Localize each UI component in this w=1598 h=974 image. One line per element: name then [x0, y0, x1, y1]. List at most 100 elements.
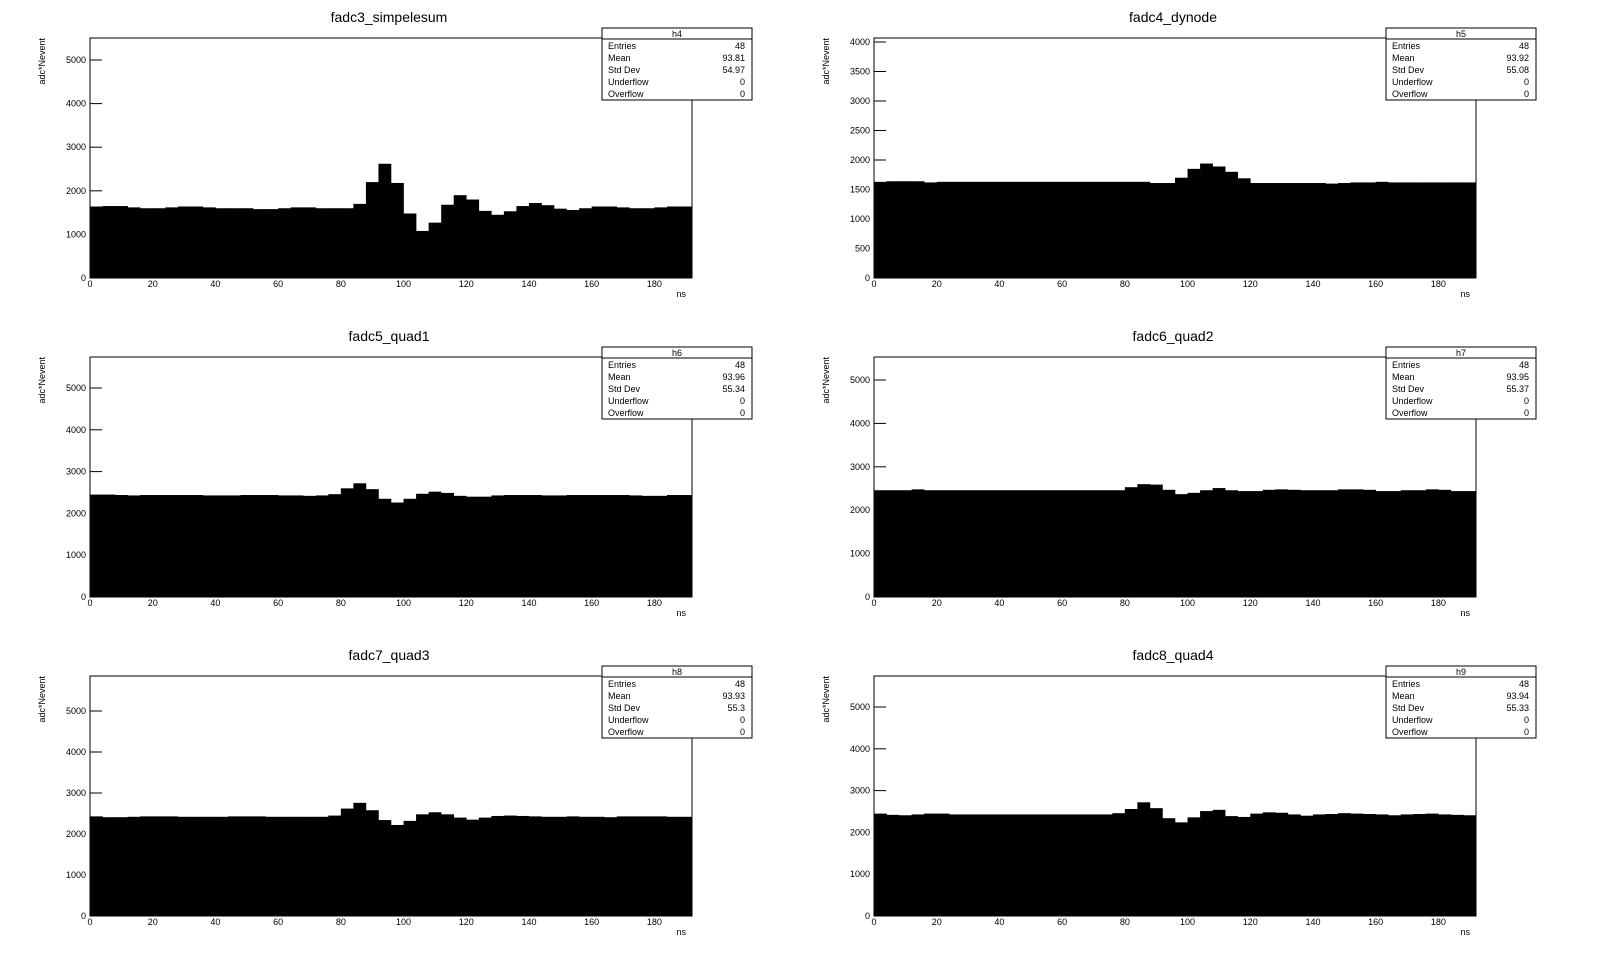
bar	[579, 495, 592, 597]
stats-value: 0	[740, 727, 745, 737]
x-tick-label: 40	[994, 598, 1004, 608]
bar	[290, 207, 304, 278]
stats-value: 55.33	[1506, 703, 1529, 713]
bar	[240, 208, 254, 278]
x-axis-label: ns	[676, 289, 686, 299]
bar	[1187, 817, 1201, 916]
bar	[328, 494, 342, 597]
bar	[1375, 181, 1389, 278]
bar	[1350, 489, 1364, 597]
stats-value: 48	[735, 41, 745, 51]
stats-key: Underflow	[1392, 715, 1433, 725]
stats-key: Std Dev	[1392, 384, 1425, 394]
bar	[1287, 814, 1301, 916]
x-tick-label: 80	[336, 917, 346, 927]
bar	[1450, 491, 1464, 597]
bar	[90, 206, 103, 278]
x-tick-label: 0	[871, 279, 876, 289]
bar	[1312, 490, 1326, 597]
x-axis-label: ns	[676, 608, 686, 618]
bar	[1225, 816, 1239, 916]
bar	[1287, 183, 1301, 278]
bar	[466, 819, 480, 916]
bar	[1237, 178, 1251, 278]
stats-value: 0	[1524, 727, 1529, 737]
bar	[1413, 490, 1427, 597]
bar	[190, 206, 204, 278]
bar	[1325, 490, 1339, 597]
bar	[1175, 822, 1188, 916]
bar	[1011, 181, 1025, 278]
y-tick-label: 2000	[66, 508, 86, 518]
bar	[1400, 490, 1414, 597]
bar	[1149, 808, 1163, 916]
bar	[541, 495, 555, 597]
y-tick-label: 4000	[850, 37, 870, 47]
stats-value: 0	[1524, 715, 1529, 725]
bar	[1275, 183, 1289, 278]
y-tick-label: 1000	[850, 549, 870, 559]
y-tick-label: 2000	[66, 829, 86, 839]
bar	[1450, 814, 1464, 916]
bar	[986, 490, 1000, 597]
bar	[503, 211, 517, 278]
stats-value: 48	[1519, 41, 1529, 51]
bar	[403, 820, 417, 916]
bar	[1463, 491, 1477, 597]
stats-key: Entries	[608, 679, 637, 689]
x-tick-label: 160	[584, 917, 599, 927]
bar	[328, 208, 342, 278]
bar	[428, 222, 442, 278]
bar	[115, 206, 128, 278]
x-tick-label: 180	[647, 917, 662, 927]
bar	[1338, 183, 1351, 278]
x-tick-label: 20	[932, 917, 942, 927]
x-tick-label: 80	[1120, 279, 1130, 289]
x-tick-label: 20	[148, 917, 158, 927]
stats-value: 0	[1524, 396, 1529, 406]
bar	[1237, 491, 1251, 597]
y-axis-label: adc*Nevent	[821, 676, 831, 723]
bar	[466, 199, 480, 278]
bar	[190, 816, 204, 916]
stats-key: Mean	[1392, 691, 1415, 701]
bar	[1149, 484, 1163, 597]
bar	[152, 495, 166, 597]
bar	[152, 208, 166, 278]
x-tick-label: 160	[584, 598, 599, 608]
bar	[391, 824, 404, 916]
bar	[1438, 489, 1452, 597]
bar	[1287, 489, 1301, 597]
bar	[1187, 492, 1201, 597]
bar	[1425, 182, 1439, 278]
stats-value: 93.81	[722, 53, 745, 63]
bar	[1074, 814, 1088, 916]
bar	[391, 182, 404, 278]
bar	[140, 208, 154, 278]
stats-key: Mean	[608, 53, 631, 63]
y-tick-label: 5000	[850, 702, 870, 712]
y-tick-label: 0	[81, 592, 86, 602]
y-tick-label: 3500	[850, 67, 870, 77]
bar	[961, 181, 975, 278]
bar	[516, 206, 530, 278]
bar	[616, 207, 630, 278]
stats-key: Entries	[1392, 679, 1421, 689]
bar	[1225, 171, 1239, 278]
x-tick-label: 20	[932, 279, 942, 289]
bar	[127, 816, 141, 916]
bar	[278, 495, 291, 597]
x-tick-label: 160	[1368, 279, 1383, 289]
stats-value: 93.95	[1506, 372, 1529, 382]
bar	[428, 812, 442, 916]
bar	[478, 496, 492, 597]
y-tick-label: 1000	[66, 870, 86, 880]
bar	[1162, 183, 1176, 278]
stats-box	[1385, 346, 1537, 420]
bar	[936, 181, 950, 278]
stats-key: Std Dev	[1392, 703, 1425, 713]
stats-key: Std Dev	[608, 384, 641, 394]
bar	[328, 815, 342, 916]
bar	[165, 816, 179, 916]
stats-key: Overflow	[608, 408, 644, 418]
